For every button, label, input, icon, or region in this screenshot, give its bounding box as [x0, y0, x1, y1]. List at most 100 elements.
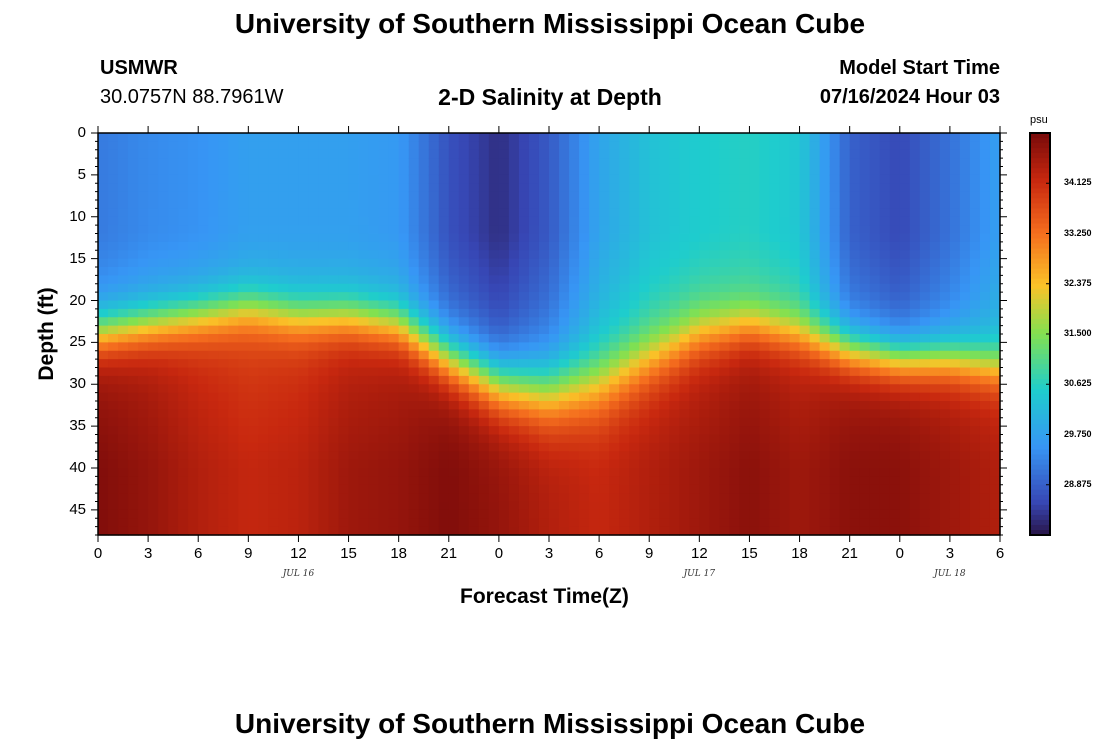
heatmap-cell	[268, 216, 279, 226]
heatmap-cell	[849, 283, 861, 293]
heatmap-cell	[448, 317, 460, 327]
heatmap-cell	[538, 518, 550, 528]
heatmap-cell	[438, 250, 450, 260]
heatmap-cell	[889, 267, 901, 276]
heatmap-cell	[819, 359, 831, 369]
heatmap-cell	[128, 200, 139, 209]
heatmap-cell	[799, 359, 811, 369]
heatmap-cell	[889, 359, 901, 369]
heatmap-cell	[819, 392, 831, 402]
heatmap-cell	[969, 133, 981, 142]
heatmap-cell	[298, 250, 310, 260]
colorbar-unit: psu	[1030, 114, 1048, 126]
heatmap-cell	[739, 342, 751, 352]
heatmap-cell	[428, 292, 440, 302]
heatmap-cell	[278, 350, 290, 360]
heatmap-cell	[318, 158, 330, 168]
heatmap-cell	[208, 509, 219, 519]
heatmap-cell	[849, 216, 861, 226]
heatmap-cell	[899, 518, 911, 528]
heatmap-cell	[518, 417, 530, 427]
heatmap-cell	[869, 233, 881, 243]
heatmap-cell	[979, 518, 991, 528]
heatmap-cell	[549, 275, 560, 285]
heatmap-cell	[929, 434, 941, 444]
heatmap-cell	[829, 484, 841, 494]
heatmap-cell	[969, 149, 981, 159]
heatmap-cell	[609, 468, 620, 477]
heatmap-cell	[549, 518, 560, 528]
heatmap-cell	[739, 375, 751, 385]
heatmap-cell	[839, 518, 851, 528]
heatmap-cell	[248, 174, 259, 184]
heatmap-cell	[478, 459, 490, 469]
heatmap-cell	[378, 501, 390, 511]
heatmap-cell	[198, 367, 209, 377]
heatmap-cell	[288, 200, 300, 209]
heatmap-cell	[809, 292, 821, 302]
heatmap-cell	[829, 342, 841, 352]
heatmap-cell	[158, 518, 169, 528]
heatmap-cell	[789, 426, 801, 436]
heatmap-cell	[438, 233, 450, 243]
heatmap-cell	[609, 308, 620, 318]
heatmap-cell	[759, 200, 771, 209]
heatmap-cell	[538, 325, 550, 335]
heatmap-cell	[749, 325, 761, 335]
heatmap-cell	[909, 509, 921, 519]
heatmap-cell	[498, 250, 510, 260]
heatmap-cell	[659, 493, 670, 503]
heatmap-cell	[939, 233, 951, 243]
heatmap-cell	[448, 401, 460, 410]
heatmap-cell	[989, 342, 1001, 352]
heatmap-cell	[899, 484, 911, 494]
heatmap-cell	[959, 267, 971, 276]
heatmap-cell	[538, 493, 550, 503]
heatmap-cell	[268, 426, 279, 436]
heatmap-cell	[819, 133, 831, 142]
heatmap-cell	[288, 174, 300, 184]
heatmap-cell	[589, 191, 600, 201]
heatmap-cell	[719, 149, 730, 159]
heatmap-cell	[749, 275, 761, 285]
heatmap-cell	[528, 476, 540, 486]
heatmap-cell	[498, 476, 510, 486]
colorbar-segment	[1030, 364, 1050, 370]
heatmap-cell	[849, 325, 861, 335]
heatmap-cell	[258, 509, 269, 519]
heatmap-cell	[609, 191, 620, 201]
colorbar-segment	[1030, 524, 1050, 531]
heatmap-cell	[559, 417, 570, 427]
heatmap-cell	[388, 233, 400, 243]
colorbar-tick-label: 30.625	[1064, 378, 1092, 389]
heatmap-cell	[689, 258, 700, 268]
colorbar-tick-label: 32.375	[1064, 277, 1092, 288]
heatmap-cell	[358, 426, 370, 436]
heatmap-cell	[98, 300, 109, 310]
heatmap-cell	[438, 225, 450, 235]
heatmap-cell	[478, 158, 490, 168]
heatmap-cell	[559, 392, 570, 402]
heatmap-cell	[348, 149, 360, 159]
heatmap-cell	[178, 401, 189, 410]
heatmap-cell	[168, 401, 179, 410]
heatmap-cell	[939, 191, 951, 201]
heatmap-cell	[178, 158, 189, 168]
heatmap-cell	[759, 183, 771, 193]
heatmap-cell	[809, 476, 821, 486]
heatmap-cell	[398, 426, 410, 436]
heatmap-cell	[709, 392, 720, 402]
heatmap-cell	[679, 317, 690, 327]
heatmap-cell	[478, 392, 490, 402]
heatmap-cell	[368, 267, 380, 276]
heatmap-cell	[859, 325, 871, 335]
heatmap-cell	[899, 417, 911, 427]
heatmap-cell	[699, 509, 710, 519]
heatmap-cell	[298, 359, 310, 369]
heatmap-cell	[769, 509, 781, 519]
heatmap-cell	[969, 191, 981, 201]
heatmap-cell	[178, 317, 189, 327]
heatmap-cell	[849, 191, 861, 201]
heatmap-cell	[619, 509, 630, 519]
heatmap-cell	[719, 216, 730, 226]
